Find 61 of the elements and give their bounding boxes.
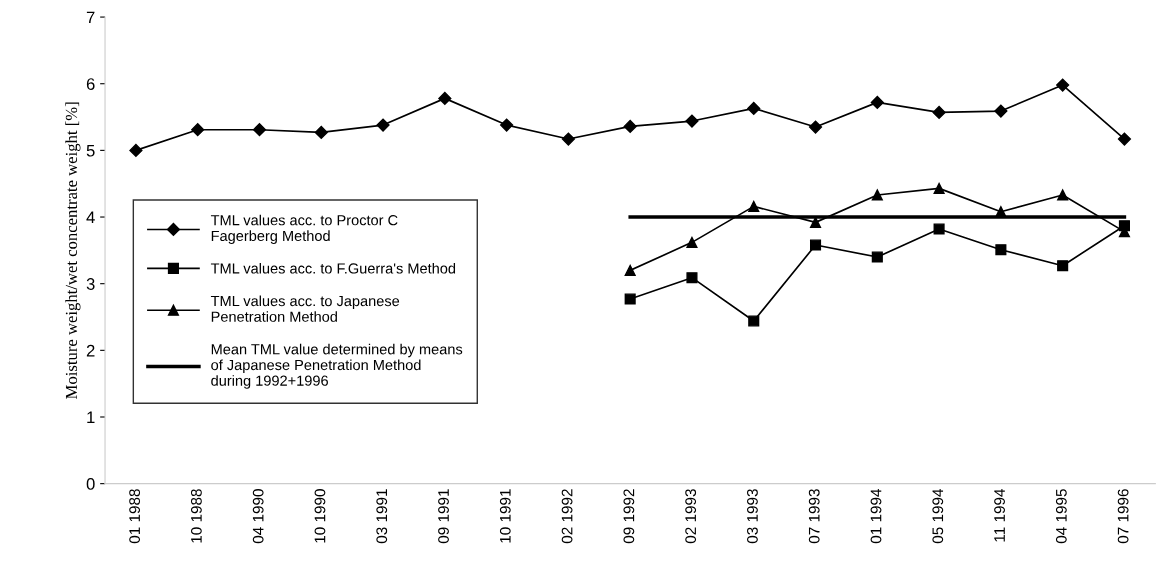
point <box>685 114 699 128</box>
point <box>624 264 636 276</box>
y-axis-title: Moisture weight/wet concentrate weight [%] <box>65 102 81 399</box>
point <box>747 101 761 115</box>
x-tick-label: 04 1995 <box>1055 489 1067 544</box>
x-tick-label: 04 1990 <box>252 489 264 544</box>
point <box>808 120 823 134</box>
legend-label: TML values acc. to Proctor C Fagerberg Method <box>210 214 398 244</box>
point <box>191 123 205 137</box>
point <box>1057 260 1069 272</box>
point <box>314 125 328 139</box>
point <box>623 119 637 133</box>
point <box>686 236 698 248</box>
x-tick-label: 07 1996 <box>1117 489 1129 544</box>
point <box>1056 78 1070 92</box>
point <box>748 315 760 327</box>
legend-label: TML values acc. to Japanese Penetration Method <box>210 295 400 322</box>
point <box>994 104 1008 118</box>
y-tick-label: 2 <box>86 344 95 357</box>
x-tick-label: 02 1992 <box>561 489 573 544</box>
point <box>252 123 267 137</box>
y-tick-label: 0 <box>86 478 95 490</box>
y-tick-label: 7 <box>86 11 95 24</box>
x-tick-label: 09 1991 <box>438 489 449 544</box>
point <box>129 143 143 157</box>
point <box>1057 189 1069 201</box>
x-tick-label: 03 1993 <box>747 489 758 544</box>
point <box>871 251 883 263</box>
point <box>624 293 636 305</box>
x-tick-label: 10 1988 <box>190 489 202 543</box>
x-tick-label: 10 1991 <box>499 489 511 543</box>
point <box>376 118 390 132</box>
point <box>933 223 945 235</box>
point <box>500 118 514 132</box>
point <box>438 91 452 105</box>
point <box>686 272 698 284</box>
x-tick-label: 02 1993 <box>685 489 697 544</box>
y-tick-label: 3 <box>86 278 95 290</box>
x-tick-label: 09 1992 <box>623 489 635 544</box>
point <box>1117 132 1132 146</box>
point <box>748 200 760 212</box>
legend-label: Mean TML value determined by means of Japanese Penetration Method during 1992+1996 <box>211 343 463 389</box>
x-tick-label: 10 1990 <box>314 489 326 543</box>
x-tick-label: 05 1994 <box>932 488 944 544</box>
point <box>932 105 946 119</box>
y-tick-label: 6 <box>86 78 95 90</box>
point <box>561 132 575 146</box>
point <box>871 189 883 201</box>
point <box>870 95 884 109</box>
x-tick-label: 01 1988 <box>129 489 141 544</box>
point <box>995 244 1007 256</box>
x-tick-label: 11 1994 <box>994 488 1005 542</box>
y-tick-label: 4 <box>86 211 95 224</box>
x-tick-label: 07 1993 <box>808 489 820 544</box>
point <box>809 239 822 251</box>
y-tick-label: 1 <box>87 411 95 424</box>
legend-label: TML values acc. to F.Guerra's Method <box>210 262 456 274</box>
point <box>933 182 945 194</box>
y-tick-label: 5 <box>86 144 95 157</box>
x-tick-label: 01 1994 <box>870 488 882 544</box>
x-tick-label: 03 1991 <box>376 489 388 544</box>
